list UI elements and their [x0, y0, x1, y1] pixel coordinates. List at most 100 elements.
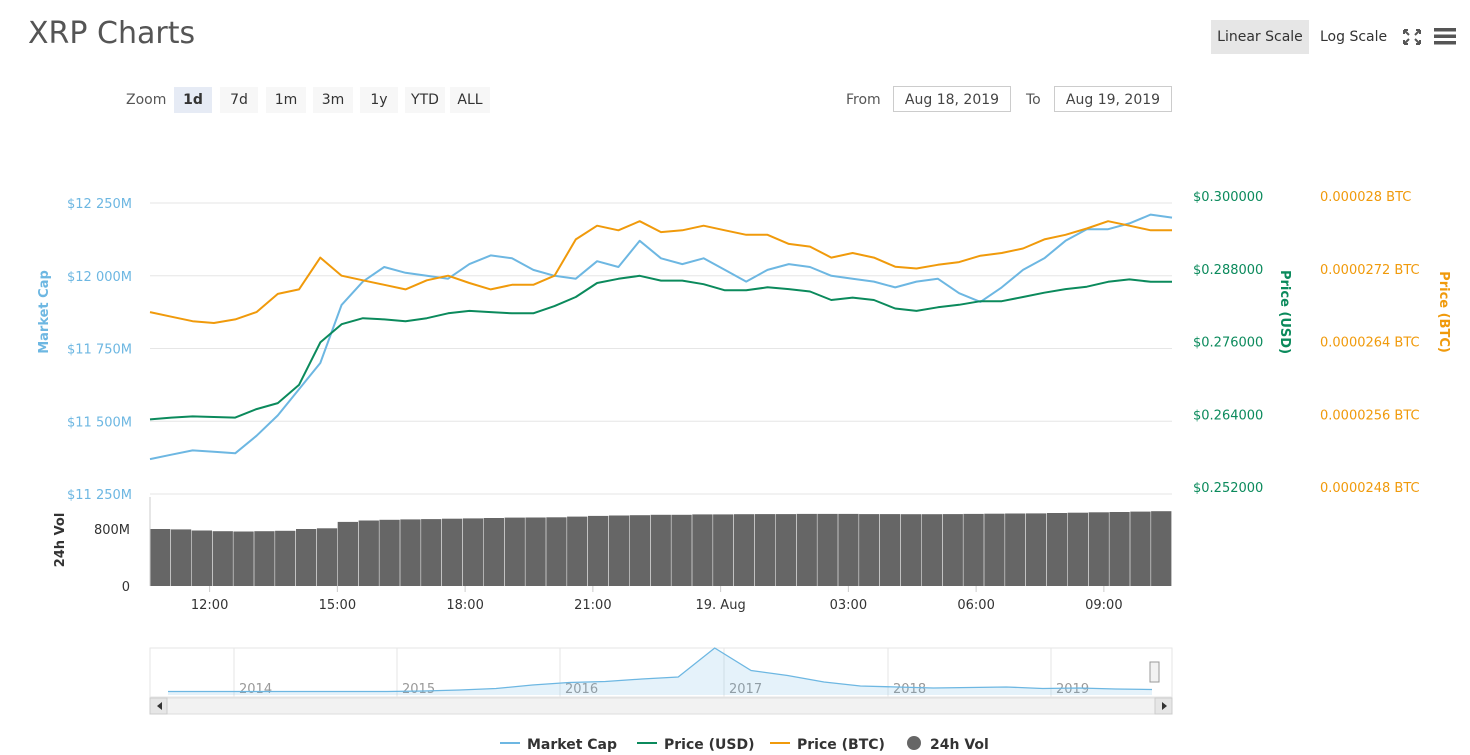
- volume-bar: [1067, 512, 1088, 586]
- navigator-year-label: 2016: [565, 682, 598, 697]
- volume-bar: [275, 530, 296, 586]
- price-btc-tick: 0.0000272 BTC: [1320, 263, 1420, 278]
- market-cap-tick: $12 250M: [67, 197, 132, 212]
- from-label: From: [846, 92, 881, 108]
- zoom-all-button[interactable]: ALL: [450, 87, 490, 113]
- volume-bar: [337, 521, 358, 586]
- volume-bar: [1109, 512, 1130, 586]
- volume-bar: [462, 518, 484, 586]
- volume-bar: [838, 513, 859, 586]
- price-btc-tick: 0.0000256 BTC: [1320, 408, 1420, 423]
- legend-price-btc[interactable]: Price (BTC): [770, 737, 885, 753]
- zoom-7d-button[interactable]: 7d: [220, 87, 258, 113]
- volume-bar: [942, 514, 963, 586]
- legend-price-usd[interactable]: Price (USD): [637, 737, 755, 753]
- volume-bars: [149, 497, 1172, 586]
- page-title: XRP Charts: [28, 16, 196, 51]
- chevron-right-icon: [1162, 702, 1167, 710]
- menu-icon[interactable]: [1432, 22, 1456, 50]
- volume-tick: 800M: [94, 523, 130, 538]
- navigator-line: [168, 647, 1153, 693]
- volume-bar: [713, 514, 734, 586]
- volume-bar: [358, 520, 379, 586]
- linear-scale-button[interactable]: Linear Scale: [1211, 20, 1309, 54]
- market-cap-tick: $11 750M: [67, 343, 132, 358]
- price-usd-tick: $0.252000: [1193, 481, 1263, 496]
- log-scale-button[interactable]: Log Scale: [1320, 29, 1388, 45]
- volume-bar: [296, 529, 317, 586]
- volume-bar: [233, 531, 254, 586]
- from-date-input[interactable]: Aug 18, 2019: [893, 86, 1011, 112]
- volume-bar: [775, 514, 796, 586]
- navigator-area: [168, 648, 1152, 695]
- legend: Market Cap Price (USD) Price (BTC) 24h Vol: [500, 736, 989, 753]
- zoom-1d-button[interactable]: 1d: [174, 87, 212, 113]
- zoom-ytd-button[interactable]: YTD: [405, 87, 445, 113]
- price-usd-tick: $0.288000: [1193, 263, 1263, 278]
- volume-bar: [442, 518, 463, 586]
- volume-bar: [254, 531, 275, 586]
- volume-bar: [150, 529, 171, 586]
- volume-bar: [984, 513, 1005, 586]
- zoom-1m-button[interactable]: 1m: [266, 87, 306, 113]
- volume-bar: [1046, 513, 1068, 586]
- x-tick-label: 21:00: [574, 598, 611, 613]
- navigator-year-label: 2018: [893, 682, 926, 697]
- price-btc-tick: 0.0000264 BTC: [1320, 336, 1420, 351]
- volume-bar: [650, 514, 671, 586]
- volume-bar: [1151, 511, 1172, 586]
- navigator-year-label: 2014: [239, 682, 272, 697]
- price-btc-tick: 0.0000248 BTC: [1320, 481, 1420, 496]
- x-tick-label: 09:00: [1085, 598, 1122, 613]
- volume-bar: [567, 516, 588, 586]
- volume-bar: [483, 518, 504, 586]
- volume-bar: [1130, 511, 1151, 586]
- volume-bar: [546, 517, 567, 586]
- fullscreen-icon[interactable]: [1400, 22, 1424, 50]
- zoom-1y-button[interactable]: 1y: [360, 87, 398, 113]
- price-btc-axis-title: Price (BTC): [1436, 271, 1451, 353]
- to-label: To: [1026, 92, 1041, 108]
- price-usd-axis-title: Price (USD): [1277, 270, 1292, 354]
- navigator-scrollbar[interactable]: [149, 697, 1173, 715]
- zoom-3m-button[interactable]: 3m: [313, 87, 353, 113]
- volume-bar: [1005, 513, 1026, 586]
- grid-lines: [150, 202, 1172, 495]
- to-date-input[interactable]: Aug 19, 2019: [1054, 86, 1172, 112]
- legend-label: 24h Vol: [930, 737, 989, 753]
- volume-bar: [588, 515, 609, 586]
- volume-bar: [880, 514, 901, 586]
- volume-bar: [754, 514, 776, 586]
- volume-bar: [504, 517, 525, 586]
- volume-bar: [170, 529, 192, 586]
- volume-bar: [796, 513, 817, 586]
- price-usd-tick: $0.276000: [1193, 336, 1263, 351]
- legend-market-cap[interactable]: Market Cap: [500, 737, 617, 753]
- volume-bar: [921, 514, 942, 586]
- navigator[interactable]: 2014 2015 2016 2017 2018 2019: [149, 647, 1173, 715]
- volume-bar: [629, 515, 650, 586]
- price-btc-tick: 0.000028 BTC: [1320, 190, 1411, 205]
- x-tick-label: 12:00: [191, 598, 228, 613]
- market-cap-line: [149, 213, 1173, 461]
- market-cap-tick: $11 250M: [67, 488, 132, 503]
- volume-bar: [817, 513, 838, 586]
- legend-circle-symbol: [907, 736, 921, 750]
- x-tick-label: 15:00: [319, 598, 356, 613]
- chevron-left-icon: [157, 702, 162, 710]
- volume-bar: [212, 531, 233, 586]
- volume-bar: [1026, 513, 1047, 586]
- zoom-label: Zoom: [126, 92, 167, 108]
- legend-label: Price (BTC): [797, 737, 885, 753]
- navigator-handle[interactable]: [1149, 661, 1160, 683]
- volume-axis-title: 24h Vol: [53, 513, 68, 568]
- market-cap-tick: $12 000M: [67, 270, 132, 285]
- volume-bar: [734, 514, 755, 586]
- x-tick-label: 06:00: [957, 598, 994, 613]
- legend-24h-vol[interactable]: 24h Vol: [907, 736, 989, 753]
- volume-bar: [608, 515, 630, 586]
- x-tick-label: 18:00: [446, 598, 483, 613]
- volume-bar: [421, 519, 442, 586]
- price-btc-line: [149, 220, 1172, 324]
